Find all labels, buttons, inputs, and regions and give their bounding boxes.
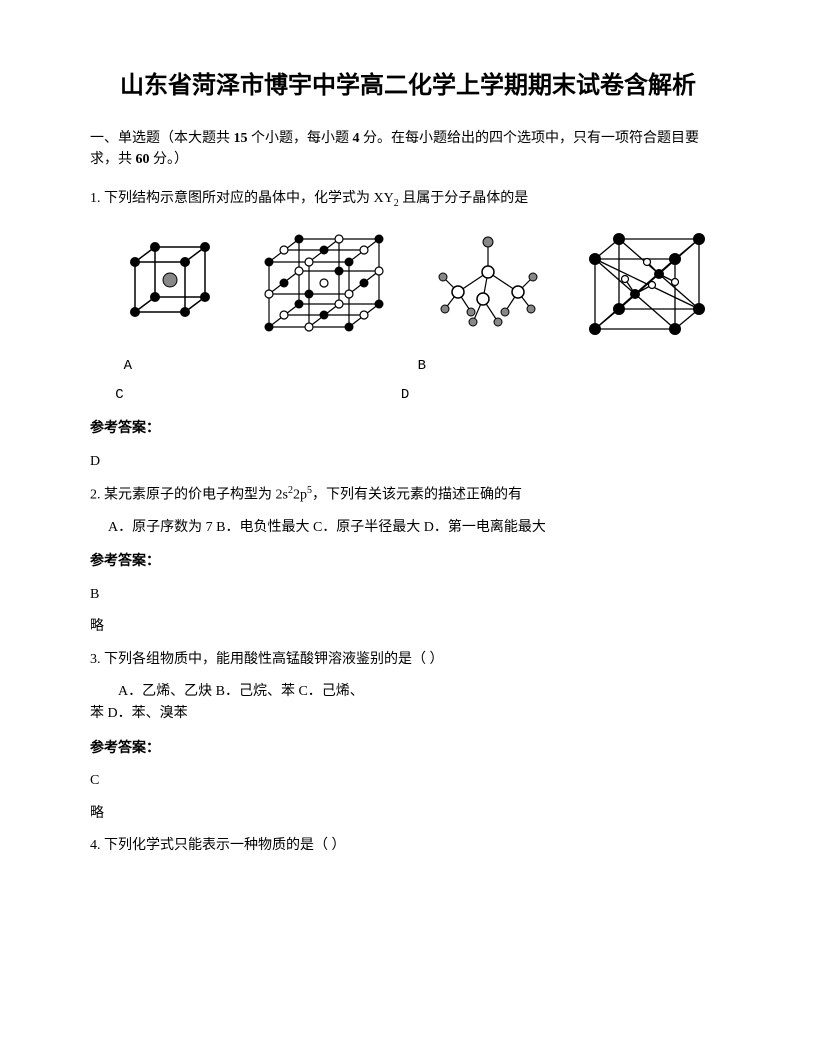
q2-text: 2. 某元素原子的价电子构型为 2s22p5，下列有关该元素的描述正确的有	[90, 483, 726, 507]
q4-body: 下列化学式只能表示一种物质的是（ ）	[104, 838, 346, 853]
q1-pre: 下列结构示意图所对应的晶体中，化学式为 XY	[104, 191, 394, 206]
question-4: 4. 下列化学式只能表示一种物质的是（ ）	[90, 835, 726, 857]
answer-label-3: 参考答案：	[90, 738, 726, 760]
answer-label-2: 参考答案：	[90, 551, 726, 573]
q3-omit: 略	[90, 803, 726, 825]
q1-num: 1.	[90, 191, 104, 206]
question-3: 3. 下列各组物质中，能用酸性高锰酸钾溶液鉴别的是（ ） A．乙烯、乙炔 B．己…	[90, 649, 726, 726]
q3-answer: C	[90, 770, 726, 792]
q3-num: 3.	[90, 652, 104, 667]
q2-pre: 某元素原子的价电子构型为 2s	[104, 488, 288, 503]
labels-row-1: A B	[90, 355, 726, 377]
diagram-b	[249, 227, 408, 347]
label-c: C	[115, 387, 123, 403]
label-d: D	[401, 387, 409, 403]
label-b: B	[418, 358, 426, 374]
question-2: 2. 某元素原子的价电子构型为 2s22p5，下列有关该元素的描述正确的有 A．…	[90, 483, 726, 539]
section-count: 15	[234, 131, 248, 146]
diagram-d	[567, 227, 726, 347]
q2-mid: 2p	[293, 488, 307, 503]
diagram-a	[90, 232, 249, 342]
section-mid1: 个小题，每小题	[248, 131, 353, 146]
q2-post: ，下列有关该元素的描述正确的有	[312, 488, 522, 503]
section-total: 60	[136, 152, 150, 167]
q3-body: 下列各组物质中，能用酸性高锰酸钾溶液鉴别的是（ ）	[104, 652, 444, 667]
q2-num: 2.	[90, 488, 104, 503]
diagram-c	[408, 227, 567, 347]
question-1: 1. 下列结构示意图所对应的晶体中，化学式为 XY2 且属于分子晶体的是	[90, 188, 726, 407]
q3-text: 3. 下列各组物质中，能用酸性高锰酸钾溶液鉴别的是（ ）	[90, 649, 726, 671]
q3-opts-1: A．乙烯、乙炔 B．己烷、苯 C．己烯、	[90, 681, 726, 703]
q4-text: 4. 下列化学式只能表示一种物质的是（ ）	[90, 835, 726, 857]
labels-row-2: C D	[90, 384, 726, 406]
label-a: A	[124, 358, 132, 374]
answer-label-1: 参考答案：	[90, 418, 726, 440]
q1-answer: D	[90, 451, 726, 473]
section-end: 分。）	[150, 152, 189, 167]
q1-post: 且属于分子晶体的是	[399, 191, 529, 206]
page-title: 山东省菏泽市博宇中学高二化学上学期期末试卷含解析	[90, 70, 726, 104]
crystal-diagrams	[90, 227, 726, 347]
q1-text: 1. 下列结构示意图所对应的晶体中，化学式为 XY2 且属于分子晶体的是	[90, 188, 726, 212]
q3-opts-2: 苯 D．苯、溴苯	[90, 703, 726, 725]
q4-num: 4.	[90, 838, 104, 853]
section-points: 4	[353, 131, 360, 146]
q2-answer: B	[90, 584, 726, 606]
section-header: 一、单选题（本大题共 15 个小题，每小题 4 分。在每小题给出的四个选项中，只…	[90, 128, 726, 170]
q2-options: A．原子序数为 7 B．电负性最大 C．原子半径最大 D．第一电离能最大	[108, 517, 726, 539]
q2-omit: 略	[90, 616, 726, 638]
section-pre: 一、单选题（本大题共	[90, 131, 234, 146]
